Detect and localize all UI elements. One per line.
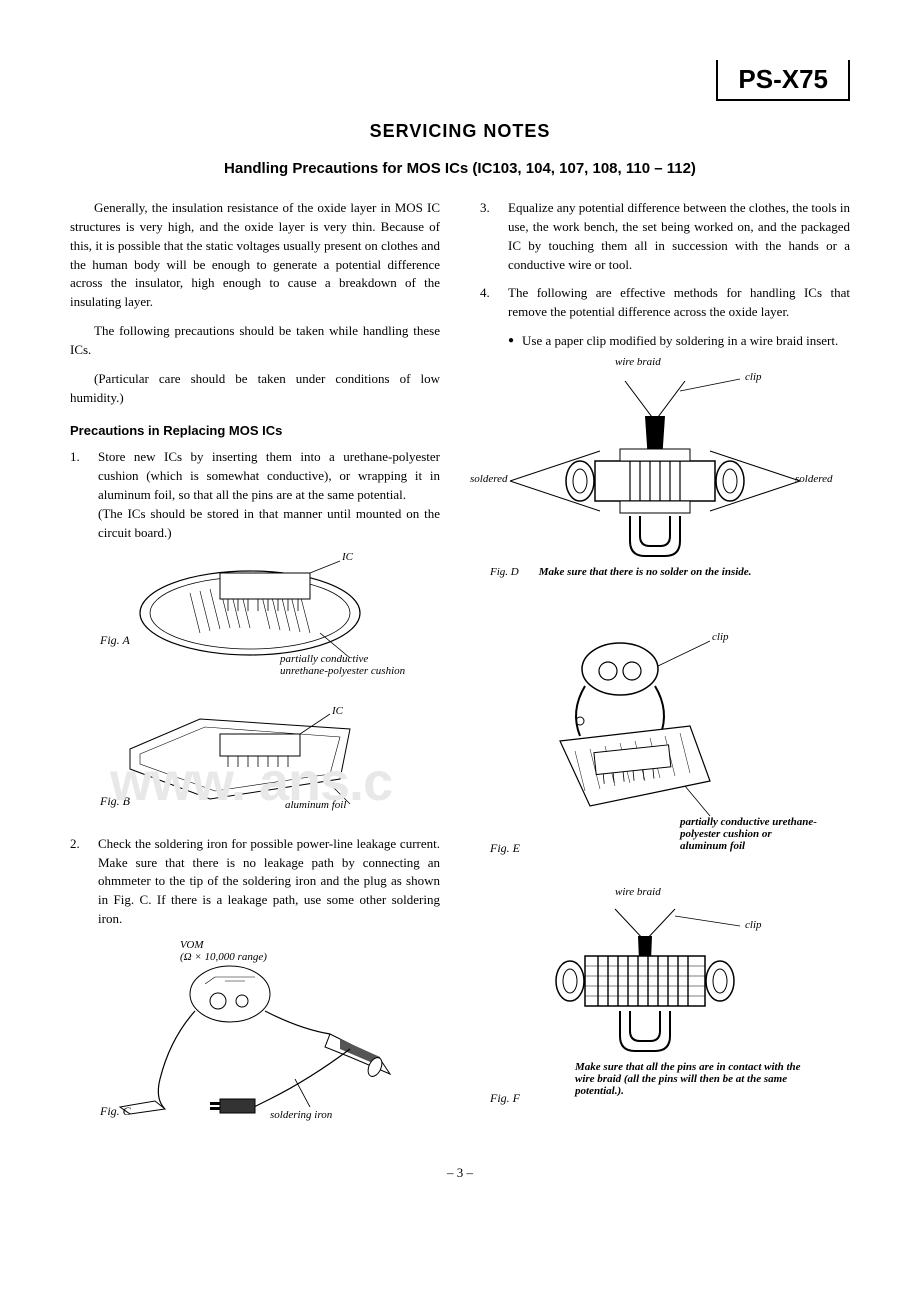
list-item-4-bullet: Use a paper clip modified by soldering i… <box>480 332 850 351</box>
figure-a: Fig. A IC partially conductive unrethane… <box>70 553 440 683</box>
fig-f-label: Fig. F <box>490 1091 520 1106</box>
figure-d: wire braid clip soldered soldered Fig. D… <box>480 361 850 586</box>
fig-f-clip-label: clip <box>745 919 762 931</box>
main-title: SERVICING NOTES <box>70 121 850 142</box>
section-heading: Precautions in Replacing MOS ICs <box>70 423 440 438</box>
figure-c: VOM (Ω × 10,000 range) <box>70 939 440 1129</box>
fig-d-braid-label: wire braid <box>615 356 661 368</box>
figure-e: www. ans.c <box>480 621 850 871</box>
list-item-1: 1. Store new ICs by inserting them into … <box>70 448 440 542</box>
fig-d-label: Fig. D <box>490 566 519 579</box>
fig-d-soldered-right: soldered <box>795 473 832 485</box>
fig-c-range: (Ω × 10,000 range) <box>180 951 267 963</box>
fig-c-vom: VOM <box>180 939 204 951</box>
fig-b-label: Fig. B <box>100 794 130 809</box>
fig-d-note: Make sure that there is no solder on the… <box>539 566 752 579</box>
fig-f-braid-label: wire braid <box>615 886 661 898</box>
list-item-1-note: (The ICs should be stored in that manner… <box>98 505 440 543</box>
list-item-3: 3. Equalize any potential difference bet… <box>480 199 850 274</box>
fig-f-note: Make sure that all the pins are in conta… <box>575 1061 805 1097</box>
fig-c-iron-label: soldering iron <box>270 1109 332 1121</box>
list-item-4-text: The following are effective methods for … <box>508 285 850 319</box>
fig-a-ic-label: IC <box>342 551 353 563</box>
fig-b-foil-label: aluminum foil <box>285 799 346 811</box>
list-item-3-text: Equalize any potential difference betwee… <box>508 200 850 272</box>
fig-d-soldered-left: soldered <box>470 473 507 485</box>
model-number: PS-X75 <box>716 60 850 101</box>
intro-paragraph-3: (Particular care should be taken under c… <box>70 370 440 408</box>
list-item-1-text: Store new ICs by inserting them into a u… <box>98 449 440 502</box>
list-item-2-text: Check the soldering iron for possible po… <box>98 836 440 926</box>
fig-a-cushion-label: partially conductive unrethane-polyester… <box>280 653 410 677</box>
figure-b: Fig. B IC aluminum foil <box>70 699 440 819</box>
fig-a-label: Fig. A <box>100 633 130 648</box>
fig-c-label: Fig. C <box>100 1104 131 1119</box>
subtitle: Handling Precautions for MOS ICs (IC103,… <box>70 160 850 177</box>
page-number: – 3 – <box>70 1165 850 1181</box>
fig-b-ic-label: IC <box>332 705 343 717</box>
intro-paragraph-2: The following precautions should be take… <box>70 322 440 360</box>
list-item-2: 2. Check the soldering iron for possible… <box>70 835 440 929</box>
fig-d-clip-label: clip <box>745 371 762 383</box>
list-item-4: 4. The following are effective methods f… <box>480 284 850 322</box>
figure-f: wire braid clip Make sure that all the p… <box>480 891 850 1111</box>
intro-paragraph-1: Generally, the insulation resistance of … <box>70 199 440 312</box>
